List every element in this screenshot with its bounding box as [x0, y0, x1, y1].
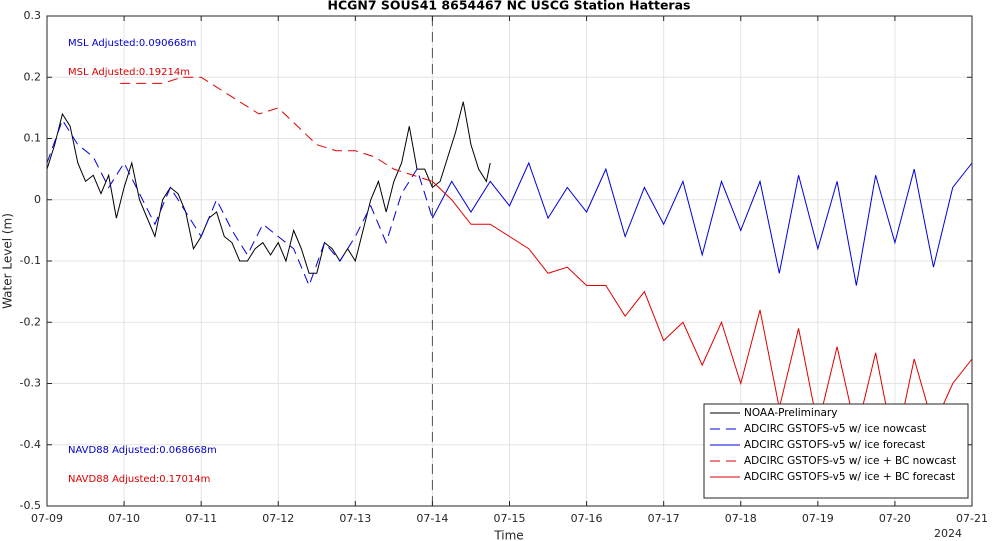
x-tick-label: 07-21: [956, 512, 988, 525]
legend-label: ADCIRC GSTOFS-v5 w/ ice forecast: [744, 439, 925, 451]
y-tick-label: 0: [34, 193, 41, 206]
x-axis-label: Time: [493, 529, 523, 541]
plot-lines: [46, 76, 973, 451]
legend-label: NOAA-Preliminary: [744, 407, 837, 419]
y-tick-label: -0.1: [20, 254, 41, 267]
x-tick-label: 07-14: [416, 512, 448, 525]
year-label: 2024: [934, 527, 962, 540]
series-line: [431, 161, 973, 286]
legend-box: [703, 403, 969, 499]
y-tick-label: -0.4: [20, 438, 41, 451]
series-line: [120, 76, 433, 182]
x-tick-label: 07-09: [31, 512, 63, 525]
axes: -0.5 -0.4 -0.3 -0.2 -0.1 0 0.1 0.2 0.3 07-09 07-10…: [20, 9, 988, 540]
annotation: NAVD88 Adjusted:0.17014m: [68, 474, 210, 485]
x-tick-label: 07-18: [725, 512, 757, 525]
y-axis-label: Water Level (m): [1, 213, 15, 309]
series-line: [432, 181, 973, 451]
y-tick-label: 0.1: [24, 132, 42, 145]
legend-label: ADCIRC GSTOFS-v5 w/ ice + BC nowcast: [744, 455, 956, 467]
x-tick-label: 07-16: [571, 512, 603, 525]
y-tick-label: -0.2: [20, 315, 41, 328]
x-tick-label: 07-19: [802, 512, 834, 525]
x-tick-label: 07-11: [185, 512, 217, 525]
legend-label: ADCIRC GSTOFS-v5 w/ ice nowcast: [744, 423, 926, 435]
chart-title: HCGN7 SOUS41 8654467 NC USCG Station Hat…: [328, 0, 691, 13]
x-tick-label: 07-15: [494, 512, 526, 525]
x-tick-label: 07-13: [339, 512, 371, 525]
legend: NOAA-Preliminary ADCIRC GSTOFS-v5 w/ ice …: [703, 403, 969, 499]
x-tick-label: 07-17: [648, 512, 680, 525]
series-line: [46, 118, 433, 287]
annotation: MSL Adjusted:0.090668m: [68, 38, 196, 49]
x-tick-label: 07-10: [108, 512, 140, 525]
x-tick-label: 07-12: [262, 512, 294, 525]
y-tick-label: 0.3: [24, 9, 42, 22]
y-tick-label: -0.3: [20, 377, 41, 390]
y-tick-label: 0.2: [24, 70, 42, 83]
annotation: NAVD88 Adjusted:0.068668m: [68, 445, 217, 456]
y-tick-label: -0.5: [20, 499, 41, 512]
plot-frame: [46, 15, 973, 507]
series-line: [46, 101, 491, 274]
legend-label: ADCIRC GSTOFS-v5 w/ ice + BC forecast: [744, 471, 955, 483]
x-tick-label: 07-20: [879, 512, 911, 525]
annotation: MSL Adjusted:0.19214m: [68, 67, 190, 78]
